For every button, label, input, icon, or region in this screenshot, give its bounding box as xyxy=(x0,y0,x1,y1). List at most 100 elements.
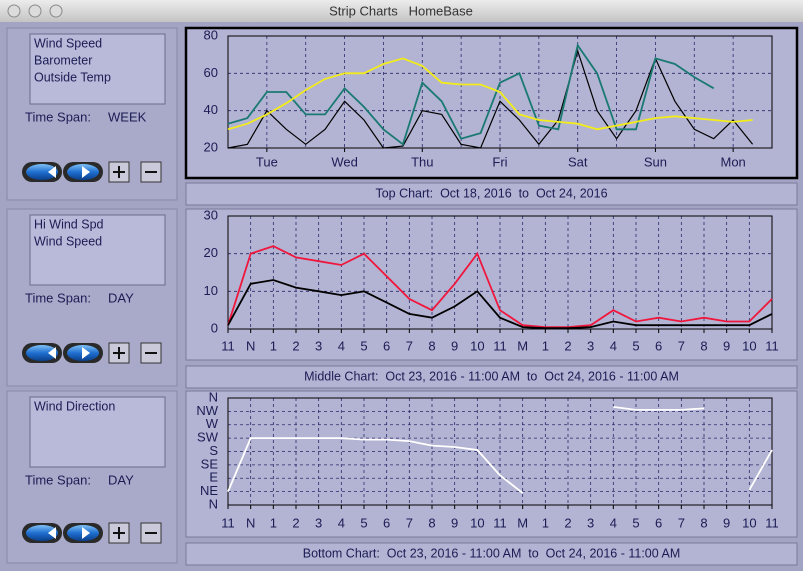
back-button-arrow xyxy=(48,166,56,178)
y-tick-label: SW xyxy=(197,430,219,445)
y-tick-label: S xyxy=(209,443,218,458)
title-bar xyxy=(0,0,803,22)
time-span-value: DAY xyxy=(108,290,134,305)
x-tick-label: 10 xyxy=(742,338,756,353)
x-tick-label: 6 xyxy=(655,338,662,353)
y-tick-label: N xyxy=(209,389,218,404)
x-tick-label: M xyxy=(517,515,528,530)
x-tick-label: 2 xyxy=(564,515,571,530)
series-line xyxy=(613,406,705,411)
y-tick-label: E xyxy=(209,470,218,485)
plus-icon xyxy=(113,527,125,539)
chart-caption: Bottom Chart: Oct 23, 2016 - 11:00 AM to… xyxy=(303,546,681,560)
time-span-value: DAY xyxy=(108,472,134,487)
back-button-face xyxy=(26,345,58,361)
x-tick-label: N xyxy=(246,338,255,353)
x-tick-label: 4 xyxy=(338,338,345,353)
x-tick-label: N xyxy=(246,515,255,530)
x-tick-label: 11 xyxy=(493,338,507,353)
legend-box xyxy=(29,396,166,468)
forward-button-arrow xyxy=(82,166,90,178)
legend-box xyxy=(29,33,166,105)
time-span-value: WEEK xyxy=(108,109,147,124)
x-tick-label: Sat xyxy=(568,154,588,169)
y-tick-label: 10 xyxy=(204,283,218,298)
x-tick-label: Mon xyxy=(720,154,745,169)
window-title: Strip Charts HomeBase xyxy=(329,3,473,18)
legend-entry: Wind Speed xyxy=(34,234,102,248)
y-tick-label: 40 xyxy=(204,102,218,117)
x-tick-label: 6 xyxy=(383,338,390,353)
x-tick-label: 5 xyxy=(632,515,639,530)
x-tick-label: 1 xyxy=(270,515,277,530)
x-tick-label: 1 xyxy=(542,338,549,353)
x-tick-label: 7 xyxy=(406,515,413,530)
x-tick-label: 5 xyxy=(360,338,367,353)
plus-icon xyxy=(113,347,125,359)
close-button[interactable] xyxy=(7,4,21,18)
x-tick-label: 3 xyxy=(587,338,594,353)
legend-box xyxy=(29,214,166,286)
x-tick-label: 4 xyxy=(338,515,345,530)
y-tick-label: 60 xyxy=(204,65,218,80)
x-tick-label: 8 xyxy=(700,515,707,530)
x-tick-label: 1 xyxy=(542,515,549,530)
x-tick-label: 9 xyxy=(723,515,730,530)
caption-box xyxy=(185,182,798,206)
x-tick-label: 2 xyxy=(292,515,299,530)
x-tick-label: 4 xyxy=(610,338,617,353)
x-tick-label: 7 xyxy=(678,338,685,353)
time-span-label: Time Span: xyxy=(25,472,91,487)
series-line xyxy=(748,449,773,491)
x-tick-label: Sun xyxy=(644,154,667,169)
y-tick-label: 20 xyxy=(204,245,218,260)
x-tick-label: 11 xyxy=(765,338,779,353)
x-tick-label: 8 xyxy=(700,338,707,353)
series-line xyxy=(227,48,754,149)
x-tick-label: 2 xyxy=(564,338,571,353)
caption-box xyxy=(185,542,798,566)
x-tick-label: 9 xyxy=(451,338,458,353)
y-tick-label: NE xyxy=(200,483,218,498)
y-tick-label: 30 xyxy=(204,207,218,222)
series-line xyxy=(227,279,773,330)
x-tick-label: 10 xyxy=(470,338,484,353)
back-button-arrow xyxy=(48,527,56,539)
content: Wind Speed Barometer Outside Temp Time Span… xyxy=(6,26,799,566)
x-tick-label: 10 xyxy=(470,515,484,530)
x-tick-label: 11 xyxy=(221,515,235,530)
x-tick-label: 6 xyxy=(655,515,662,530)
x-tick-label: 5 xyxy=(360,515,367,530)
x-tick-label: 8 xyxy=(428,338,435,353)
legend-entry: Wind Direction xyxy=(34,399,115,413)
x-tick-label: 11 xyxy=(765,515,779,530)
series-line xyxy=(227,57,753,131)
x-tick-label: 9 xyxy=(723,338,730,353)
series-line xyxy=(227,245,773,328)
minimize-button[interactable] xyxy=(28,4,42,18)
back-button-arrow xyxy=(48,347,56,359)
x-tick-label: Fri xyxy=(492,154,507,169)
x-tick-label: 7 xyxy=(678,515,685,530)
y-tick-label: SE xyxy=(201,456,219,471)
x-tick-label: Thu xyxy=(411,154,433,169)
forward-button-arrow xyxy=(82,347,90,359)
x-tick-label: 11 xyxy=(493,515,507,530)
time-span-label: Time Span: xyxy=(25,290,91,305)
chart-caption: Middle Chart: Oct 23, 2016 - 11:00 AM to… xyxy=(304,369,679,383)
y-tick-label: W xyxy=(206,416,219,431)
y-tick-label: 20 xyxy=(204,139,218,154)
y-tick-label: 80 xyxy=(204,27,218,42)
legend-entry: Wind Speed xyxy=(34,36,102,50)
series-line xyxy=(227,43,715,146)
caption-box xyxy=(185,365,798,389)
legend-entry: Barometer xyxy=(34,53,92,67)
y-tick-label: 0 xyxy=(211,320,218,335)
x-tick-label: 3 xyxy=(587,515,594,530)
y-tick-label: N xyxy=(209,496,218,511)
zoom-button[interactable] xyxy=(49,4,63,18)
series-line xyxy=(227,437,524,494)
x-tick-label: 3 xyxy=(315,338,322,353)
chart-box xyxy=(185,390,798,538)
